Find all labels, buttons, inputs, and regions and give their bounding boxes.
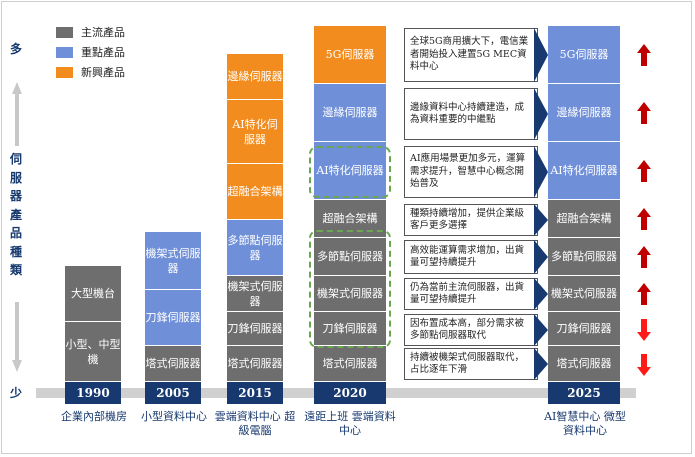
cell-2020-blade: 刀鋒伺服器 [314, 312, 386, 346]
cell-2025-multinode: 多節點伺服器 [548, 238, 620, 276]
cell-1990-midrange: 小型、中型機 [65, 322, 121, 382]
year-label-2025: 2025 [548, 382, 620, 404]
cell-2005-blade: 刀鋒伺服器 [145, 290, 201, 346]
year-label-2005: 2005 [145, 382, 201, 404]
year-label-2020: 2020 [314, 382, 386, 404]
trend-up-arrow-icon [637, 208, 651, 230]
note-5g: 全球5G商用擴大下，電信業者開始投入建置5G MEC資料中心 [404, 28, 538, 82]
note-blade: 因布置成本高，部分需求被多節點伺服器取代 [404, 314, 538, 346]
cell-2020-5g: 5G伺服器 [314, 26, 386, 84]
trend-up-arrow-icon [637, 160, 651, 182]
axis-arrow-shaft [15, 94, 19, 146]
cell-2025-blade: 刀鋒伺服器 [548, 312, 620, 346]
highlight-mainstream-2020 [309, 230, 391, 348]
cell-2020-multinode: 多節點伺服器 [314, 238, 386, 276]
footer-2005: 小型資料中心 [141, 410, 207, 423]
footer-2020: 遠距上班 雲端資料中心 [304, 410, 396, 437]
cell-2005-rack: 機架式伺服器 [145, 232, 201, 290]
cell-2015-ai: AI特化伺服器 [227, 100, 283, 164]
cell-2025-hci: 超融合架構 [548, 200, 620, 238]
cell-2020-ai: AI特化伺服器 [314, 142, 386, 200]
year-label-1990: 1990 [65, 382, 121, 404]
cell-2015-edge: 邊緣伺服器 [227, 54, 283, 100]
legend-swatch-blue [56, 46, 73, 58]
note-rack: 仍為當前主流伺服器，出貨量可望持續提升 [404, 278, 538, 310]
cell-1990-mainframe: 大型機台 [65, 266, 121, 322]
footer-2025: AI智慧中心 微型資料中心 [544, 410, 626, 437]
cell-2020-tower: 塔式伺服器 [314, 346, 386, 382]
cell-2015-tower: 塔式伺服器 [227, 346, 283, 382]
axis-top-label: 多 [10, 42, 23, 56]
axis-arrow-down-icon [12, 360, 22, 372]
trend-up-arrow-icon [637, 283, 651, 305]
cell-2025-5g: 5G伺服器 [548, 26, 620, 84]
cell-2005-tower: 塔式伺服器 [145, 346, 201, 382]
cell-2015-multinode: 多節點伺服器 [227, 220, 283, 276]
trend-down-arrow-icon [637, 319, 651, 341]
year-label-2015: 2015 [227, 382, 283, 404]
legend-label: 新興產品 [81, 66, 125, 79]
legend-item-mainstream: 主流產品 [56, 24, 125, 40]
legend-label: 重點產品 [81, 46, 125, 59]
cell-2025-edge: 邊緣伺服器 [548, 84, 620, 142]
highlight-ai-2020 [309, 146, 391, 198]
cell-2025-tower: 塔式伺服器 [548, 346, 620, 382]
legend-swatch-orange [56, 66, 73, 78]
footer-2015: 雲端資料中心 超級電腦 [214, 410, 296, 437]
trend-up-arrow-icon [637, 102, 651, 124]
note-tower: 持續被機架式伺服器取代，占比逐年下滑 [404, 348, 538, 380]
legend-item-key: 重點產品 [56, 44, 125, 60]
note-hci: 種類持續增加，提供企業級客戶更多選擇 [404, 204, 538, 236]
axis-arrow-up-icon [12, 82, 22, 94]
note-multinode: 高效能運算需求增加，出貨量可望持續提升 [404, 240, 538, 274]
legend-swatch-gray [56, 26, 73, 38]
axis-arrow-shaft [15, 302, 19, 360]
cell-2015-blade: 刀鋒伺服器 [227, 312, 283, 346]
note-edge: 邊緣資料中心持續建造，成為資料重要的中繼點 [404, 88, 538, 140]
cell-2020-rack: 機架式伺服器 [314, 276, 386, 312]
legend-label: 主流產品 [81, 26, 125, 39]
trend-down-arrow-icon [637, 354, 651, 376]
cell-2015-rack: 機架式伺服器 [227, 276, 283, 312]
cell-2020-edge: 邊緣伺服器 [314, 84, 386, 142]
cell-2025-ai: AI特化伺服器 [548, 142, 620, 200]
axis-title: 伺服器產品種類 [9, 152, 22, 277]
footer-1990: 企業內部機房 [61, 410, 127, 423]
legend-item-emerging: 新興產品 [56, 64, 125, 80]
axis-bottom-label: 少 [10, 386, 23, 400]
cell-2015-hci: 超融合架構 [227, 164, 283, 220]
trend-up-arrow-icon [637, 246, 651, 268]
trend-up-arrow-icon [637, 44, 651, 66]
note-ai: AI應用場景更加多元，運算需求提升，智慧中心概念開始普及 [404, 146, 538, 198]
cell-2025-rack: 機架式伺服器 [548, 276, 620, 312]
